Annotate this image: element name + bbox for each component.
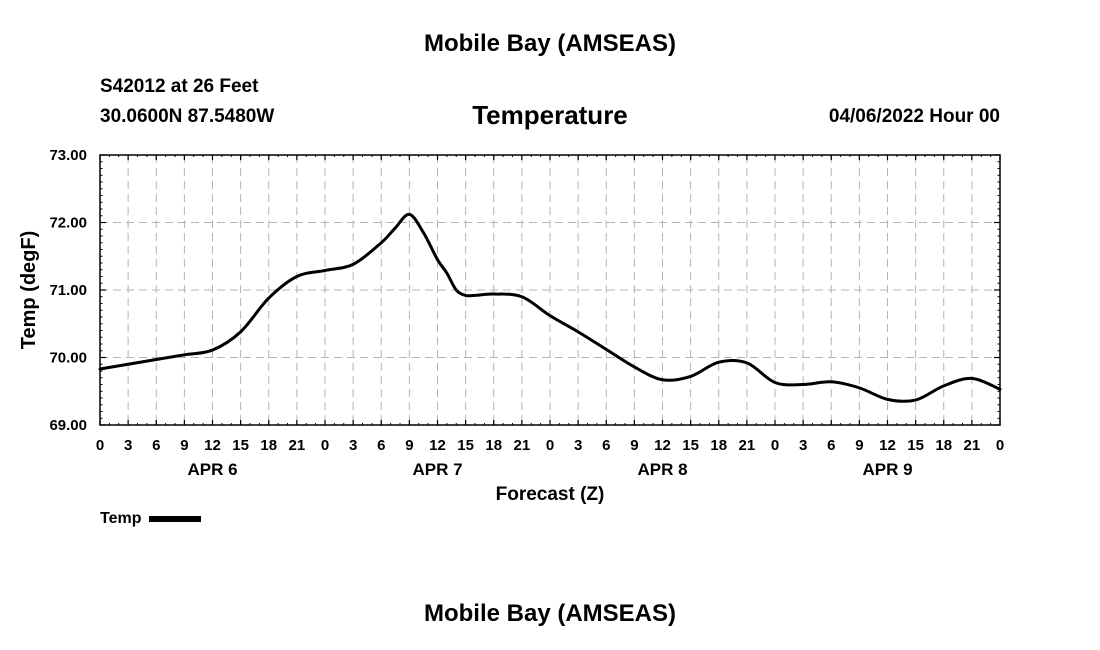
x-tick-label: 12 [879,437,896,454]
y-axis-title: Temp (degF) [18,231,40,350]
x-tick-label: 0 [996,437,1004,454]
y-tick-label: 71.00 [49,282,87,299]
x-tick-label: 18 [710,437,727,454]
day-label: APR 9 [862,460,912,479]
x-tick-label: 3 [124,437,132,454]
legend: Temp [100,510,202,528]
x-tick-label: 6 [152,437,160,454]
grid-layer [100,155,1000,425]
footer-title: Mobile Bay (AMSEAS) [423,600,677,627]
x-tick-label: 9 [405,437,413,454]
x-tick-label: 9 [630,437,638,454]
series-line-temp [98,212,1002,403]
y-tick-label: 70.00 [49,350,87,367]
x-tick-label: 0 [321,437,329,454]
x-tick-label: 21 [739,437,756,454]
x-tick-label: 18 [260,437,277,454]
x-tick-label: 3 [799,437,807,454]
day-label: APR 8 [637,460,687,479]
x-tick-label: 15 [232,437,249,454]
x-tick-label: 15 [457,437,474,454]
x-tick-label: 12 [204,437,221,454]
tick-layer [99,154,1001,426]
legend-label-temp: Temp [100,510,142,527]
x-tick-label: 15 [907,437,924,454]
x-tick-label: 21 [289,437,306,454]
x-tick-label: 21 [514,437,531,454]
x-tick-label: 18 [485,437,502,454]
x-tick-label: 3 [574,437,582,454]
chart-main-title: Mobile Bay (AMSEAS) [423,30,677,57]
y-tick-label: 72.00 [49,215,87,232]
x-tick-label: 12 [429,437,446,454]
x-tick-label: 0 [96,437,104,454]
x-tick-label: 3 [349,437,357,454]
chart-title: Temperature [472,100,628,130]
x-axis-title: Forecast (Z) [496,484,605,505]
station-label: S42012 at 26 Feet [100,76,259,97]
x-tick-label: 12 [654,437,671,454]
day-label: APR 6 [187,460,237,479]
x-tick-label: 18 [935,437,952,454]
label-layer: 0 3 6 9 12 15 18 21 0 3 6 9 12 15 18 21 0 3 6 9 12 15 18 21 0 3 6 9… [49,147,1004,479]
x-tick-label: 9 [180,437,188,454]
day-label: APR 7 [412,460,462,479]
x-tick-label: 6 [827,437,835,454]
x-tick-label: 6 [377,437,385,454]
x-tick-label: 0 [771,437,779,454]
x-tick-label: 21 [964,437,981,454]
x-tick-label: 9 [855,437,863,454]
timestamp-label: 04/06/2022 Hour 00 [828,106,1000,127]
x-tick-label: 6 [602,437,610,454]
legend-swatch-temp [149,516,202,522]
x-tick-label: 15 [682,437,699,454]
y-tick-label: 73.00 [49,147,87,164]
y-tick-label: 69.00 [49,417,87,434]
x-tick-label: 0 [546,437,554,454]
coordinates-label: 30.0600N 87.5480W [100,106,275,127]
